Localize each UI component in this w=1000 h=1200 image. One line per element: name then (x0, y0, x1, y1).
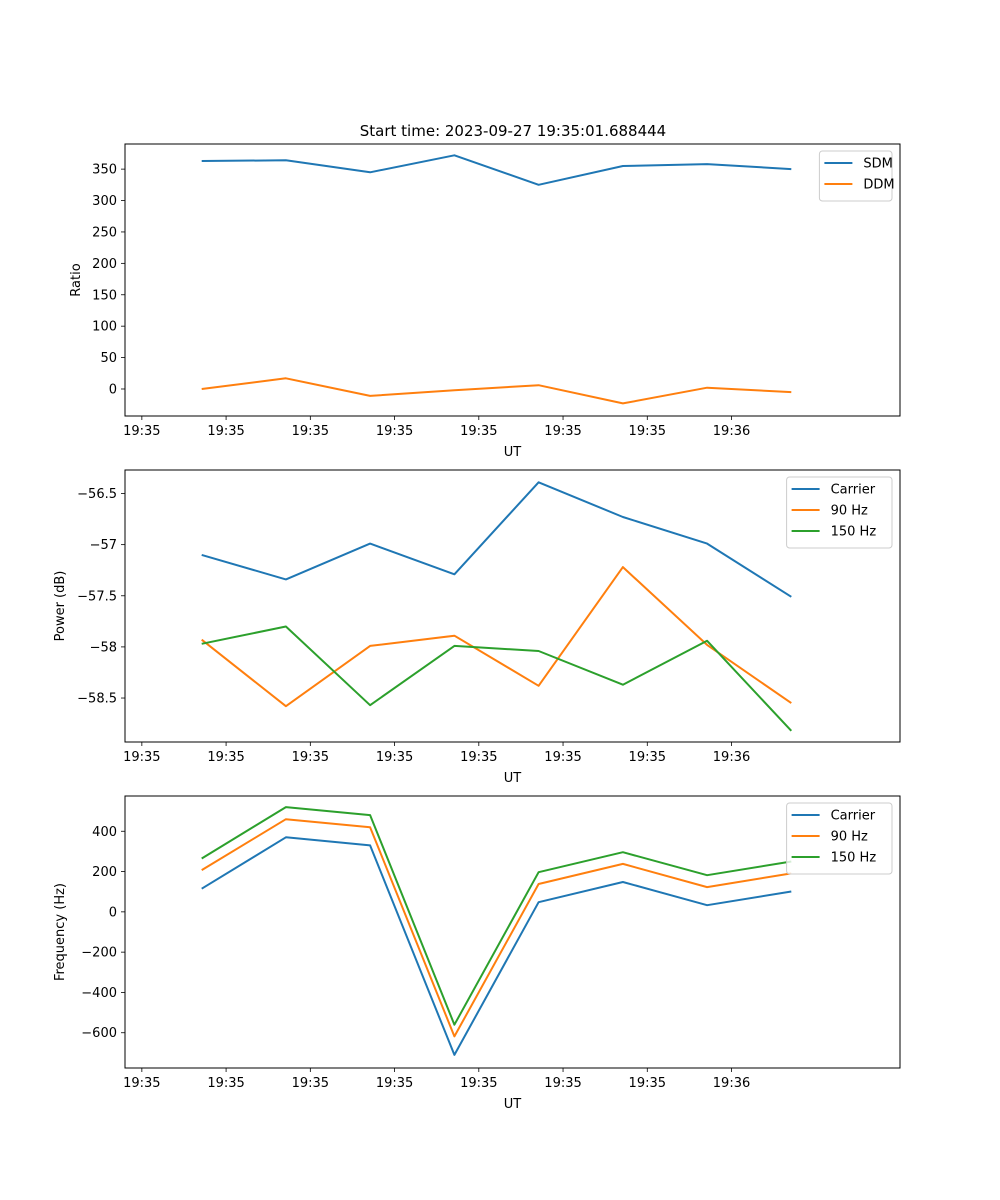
x-axis-label: UT (504, 445, 522, 460)
legend-label: 90 Hz (831, 504, 868, 519)
x-tick-label: 19:35 (544, 1076, 581, 1091)
series-line-90-hz (201, 566, 792, 708)
x-tick-label: 19:35 (292, 424, 329, 439)
legend-label: 150 Hz (831, 851, 877, 866)
y-tick-label: 0 (109, 382, 117, 397)
series-line-sdm (201, 154, 792, 186)
axes-frame (124, 143, 901, 417)
x-tick-label: 19:35 (123, 1076, 160, 1091)
x-tick-label: 19:35 (629, 750, 666, 765)
x-tick-label: 19:35 (292, 1076, 329, 1091)
axes-frame (124, 469, 901, 743)
subplot-1: 19:35 19:35 19:35 19:35 19:35 19:35 19:35 19:36… (69, 143, 901, 460)
y-tick-label: 350 (92, 163, 117, 178)
x-tick-label: 19:35 (544, 424, 581, 439)
y-tick-label: 50 (100, 351, 117, 366)
x-tick-label: 19:35 (376, 750, 413, 765)
y-tick-label: 150 (92, 288, 117, 303)
y-tick-label: 250 (92, 225, 117, 240)
legend-label: 90 Hz (831, 830, 868, 845)
y-tick-label: 0 (109, 905, 117, 920)
x-tick-label: 19:35 (629, 1076, 666, 1091)
series-line-150-hz (201, 625, 793, 732)
series-line-carrier (201, 836, 792, 1056)
x-tick-label: 19:35 (460, 424, 497, 439)
x-axis-label: UT (504, 771, 522, 786)
x-tick-label: 19:35 (376, 424, 413, 439)
y-tick-label: 100 (92, 320, 117, 335)
y-axis-label: Power (dB) (53, 571, 68, 642)
x-tick-label: 19:35 (123, 424, 160, 439)
x-tick-label: 19:35 (629, 424, 666, 439)
x-tick-label: 19:36 (713, 1076, 750, 1091)
y-axis-label: Frequency (Hz) (53, 883, 68, 981)
y-tick-label: 200 (92, 257, 117, 272)
series-line-carrier (201, 481, 792, 598)
y-tick-label: 400 (92, 825, 117, 840)
y-axis-label: Ratio (69, 263, 84, 296)
subplots: 19:35 19:35 19:35 19:35 19:35 19:35 19:35 19:36… (53, 143, 901, 1112)
x-axis-label: UT (504, 1097, 522, 1112)
axes-frame (124, 795, 901, 1069)
x-tick-label: 19:35 (460, 750, 497, 765)
x-tick-label: 19:35 (207, 424, 244, 439)
y-tick-label: −57.5 (77, 589, 117, 604)
x-tick-label: 19:35 (207, 750, 244, 765)
legend-label: 150 Hz (831, 525, 877, 540)
x-tick-label: 19:35 (376, 1076, 413, 1091)
x-tick-label: 19:35 (292, 750, 329, 765)
x-tick-label: 19:36 (713, 424, 750, 439)
legend: SDM DDM (818, 150, 895, 202)
x-tick-label: 19:35 (544, 750, 581, 765)
series-line-90-hz (201, 818, 792, 1038)
legend-label: DDM (863, 178, 894, 193)
y-tick-label: −57 (90, 538, 117, 553)
x-tick-label: 19:35 (460, 1076, 497, 1091)
y-tick-label: −600 (81, 1026, 117, 1041)
legend: Carrier 90 Hz 150 Hz (786, 802, 893, 875)
x-tick-label: 19:35 (123, 750, 160, 765)
legend-label: SDM (863, 157, 892, 172)
legend: Carrier 90 Hz 150 Hz (786, 476, 893, 549)
y-tick-label: −400 (81, 986, 117, 1001)
chart-title: Start time: 2023-09-27 19:35:01.688444 (360, 122, 666, 140)
y-tick-label: −58.5 (77, 692, 117, 707)
y-tick-label: −58 (90, 640, 117, 655)
y-tick-label: 300 (92, 194, 117, 209)
legend-label: Carrier (831, 809, 876, 824)
y-tick-label: −200 (81, 946, 117, 961)
series-line-ddm (201, 377, 792, 405)
legend-label: Carrier (831, 483, 876, 498)
y-tick-label: 200 (92, 865, 117, 880)
subplot-3: 19:35 19:35 19:35 19:35 19:35 19:35 19:35 19:36… (53, 795, 901, 1112)
x-tick-label: 19:35 (207, 1076, 244, 1091)
subplot-2: 19:35 19:35 19:35 19:35 19:35 19:35 19:35 19:36… (53, 469, 901, 786)
y-tick-label: −56.5 (77, 487, 117, 502)
x-tick-label: 19:36 (713, 750, 750, 765)
series-line-150-hz (201, 806, 792, 1026)
